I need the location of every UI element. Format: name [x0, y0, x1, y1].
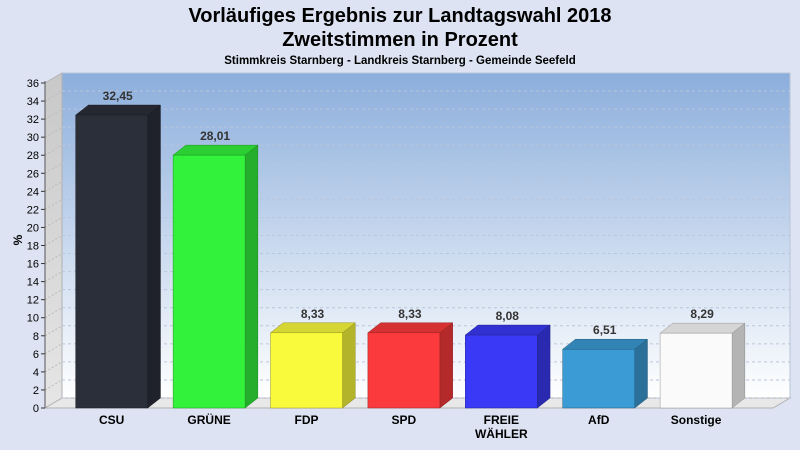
x-tick-label: FDP [295, 413, 319, 427]
x-tick-label: Sonstige [671, 413, 722, 427]
y-tick-label: 8 [33, 331, 39, 343]
y-tick-label: 22 [27, 204, 39, 216]
gridline-side [44, 126, 63, 138]
bar-group [561, 338, 649, 409]
gridline-side [44, 108, 63, 120]
gridline-side [44, 271, 63, 283]
gridline-side [44, 90, 63, 102]
bar [659, 332, 733, 409]
bar [367, 332, 441, 409]
data-label: 32,45 [103, 89, 133, 103]
y-tick-label: 14 [27, 277, 39, 289]
x-tick-label: SPD [392, 413, 417, 427]
bar-side [147, 104, 161, 409]
chart-title: Vorläufiges Ergebnis zur Landtagswahl 20… [188, 5, 612, 27]
data-label: 8,33 [301, 307, 325, 321]
data-label: 6,51 [593, 323, 617, 337]
y-tick-label: 32 [27, 114, 39, 126]
gridline-side [44, 307, 63, 319]
bar-side [439, 322, 453, 409]
gridline-side [44, 180, 63, 192]
gridline-side [44, 217, 63, 228]
y-tick-label: 36 [27, 78, 39, 90]
gridline-side [44, 198, 63, 210]
gridline-side [44, 144, 63, 156]
bar [75, 114, 148, 409]
bar-top [561, 338, 649, 350]
bar-side [342, 322, 356, 409]
x-tick-label: CSU [99, 413, 124, 427]
bar-top [659, 322, 746, 334]
data-label: 8,08 [496, 309, 520, 323]
bar-top [269, 322, 356, 334]
y-tick-label: 4 [33, 367, 39, 379]
y-tick-label: 20 [27, 222, 39, 234]
bar [172, 154, 246, 409]
chart-location-subtitle: Stimmkreis Starnberg - Landkreis Starnbe… [224, 55, 576, 67]
bar [465, 334, 538, 409]
bar-top [367, 322, 454, 334]
bar-group [172, 144, 259, 409]
bar-side [244, 144, 259, 409]
bar [562, 348, 635, 409]
data-label: 28,01 [200, 129, 230, 143]
y-tick-label: 26 [27, 168, 39, 180]
gridline-side [44, 289, 63, 301]
bar-group [367, 322, 454, 409]
y-tick-label: 16 [27, 259, 39, 271]
y-axis-label: % [11, 234, 25, 245]
y-tick-label: 30 [27, 132, 39, 144]
y-tick-label: 10 [27, 313, 39, 325]
gridline-side [44, 343, 63, 355]
bar-side [731, 322, 746, 409]
gridline-side [44, 361, 63, 373]
gridline-side [44, 325, 63, 337]
bar-top [464, 324, 551, 336]
y-tick-label: 6 [33, 349, 39, 361]
bar-top [172, 144, 259, 156]
gridline-side [44, 162, 63, 174]
gridline-side [44, 235, 63, 246]
bar-side [634, 338, 648, 409]
y-tick-label: 0 [33, 403, 39, 415]
bar-group [74, 104, 162, 409]
gridline-side [44, 379, 63, 391]
bar-group [269, 322, 356, 409]
x-tick-label: AfD [588, 413, 610, 427]
y-tick-label: 34 [27, 96, 39, 108]
y-tick-label: 2 [33, 385, 39, 397]
data-label: 8,33 [398, 307, 422, 321]
x-tick-label: FREIE WÄHLER [475, 413, 528, 441]
bar-side [537, 324, 551, 409]
y-tick-label: 18 [27, 241, 39, 253]
bar-top [74, 104, 162, 116]
x-tick-label: GRÜNE [187, 412, 230, 427]
gridline-side [44, 72, 63, 84]
y-tick-label: 12 [27, 295, 39, 307]
bar [270, 332, 343, 409]
data-label: 8,29 [690, 307, 714, 321]
gridline-side [44, 253, 63, 264]
y-tick-label: 28 [27, 150, 39, 162]
bar-group [464, 324, 551, 409]
gridline-side [44, 397, 63, 409]
y-tick-label: 24 [27, 186, 39, 198]
chart-subtitle: Zweitstimmen in Prozent [282, 29, 518, 51]
bar-group [659, 322, 746, 409]
